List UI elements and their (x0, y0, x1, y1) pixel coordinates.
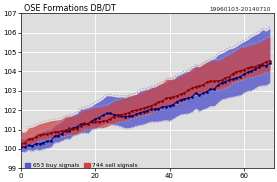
Legend: 653 buy signals, 744 sell signals: 653 buy signals, 744 sell signals (24, 162, 138, 169)
Text: 19960103-20140710: 19960103-20140710 (209, 7, 271, 13)
Text: OSE Formations DB/DT: OSE Formations DB/DT (24, 3, 116, 13)
